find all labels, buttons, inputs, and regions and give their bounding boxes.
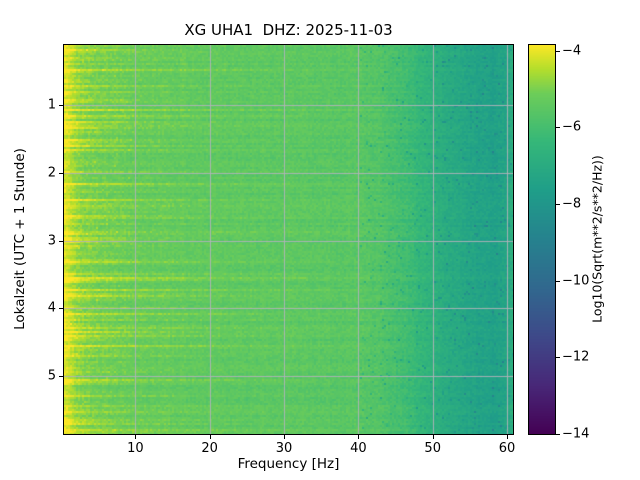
colorbar-tick-label: −14 — [562, 426, 590, 442]
x-tick — [507, 435, 509, 439]
chart-title: XG UHA1 DHZ: 2025-11-03 — [184, 21, 393, 39]
y-axis-label: Lokalzeit (UTC + 1 Stunde) — [12, 148, 28, 330]
x-tick — [432, 435, 434, 439]
colorbar-tick — [556, 204, 560, 206]
x-tick-label: 30 — [275, 441, 293, 456]
y-tick-label: 3 — [47, 233, 56, 249]
colorbar-tick-label: −8 — [562, 196, 582, 212]
colorbar-label: Log10(Sqrt(m**2/s**2/Hz)) — [589, 155, 605, 323]
colorbar-tick — [556, 357, 560, 359]
colorbar-tick-label: −6 — [562, 119, 582, 135]
x-axis-label: Frequency [Hz] — [237, 456, 340, 472]
x-tick — [284, 435, 286, 439]
x-tick-label: 40 — [350, 441, 367, 456]
x-tick-label: 20 — [201, 441, 218, 456]
colorbar — [528, 44, 556, 435]
y-tick-label: 1 — [47, 97, 56, 113]
colorbar-canvas — [529, 45, 555, 434]
x-tick — [209, 435, 211, 439]
x-tick — [358, 435, 360, 439]
colorbar-tick — [556, 434, 560, 435]
plot-area — [63, 44, 514, 435]
y-tick-label: 2 — [47, 165, 56, 181]
spectrogram-canvas — [64, 45, 513, 434]
x-tick-label: 50 — [424, 441, 441, 456]
colorbar-tick — [556, 280, 560, 282]
colorbar-tick — [556, 50, 560, 52]
colorbar-tick-label: −12 — [562, 349, 590, 365]
y-tick-label: 5 — [47, 368, 56, 384]
colorbar-tick-label: −10 — [562, 273, 590, 289]
x-tick — [135, 435, 137, 439]
colorbar-tick-label: −4 — [562, 43, 582, 59]
colorbar-tick — [556, 127, 560, 129]
y-tick-label: 4 — [47, 300, 56, 316]
x-tick-label: 60 — [498, 441, 516, 456]
x-tick-label: 10 — [127, 441, 144, 456]
